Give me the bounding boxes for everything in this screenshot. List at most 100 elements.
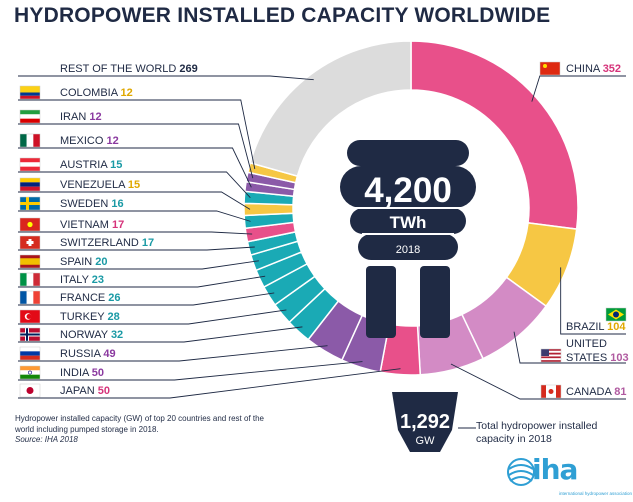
- label-canada: CANADA 81: [566, 386, 627, 398]
- label-vietnam: VIETNAM 17: [60, 219, 124, 231]
- leader-italy: [18, 275, 266, 288]
- flag-colombia-icon: [19, 85, 41, 100]
- label-united-states: UNITED STATES 103: [566, 338, 629, 364]
- footnote: Hydropower installed capacity (GW) of to…: [15, 414, 285, 446]
- label-mexico-name: MEXICO: [60, 135, 106, 147]
- leader-turkey: [18, 309, 287, 325]
- lightbulb-icon: [340, 140, 476, 452]
- label-japan-name: JAPAN: [60, 385, 98, 397]
- label-mexico-value: 12: [106, 135, 118, 147]
- leader-norway: [18, 326, 303, 343]
- label-iran-name: IRAN: [60, 111, 89, 123]
- leader-japan: [18, 368, 401, 399]
- label-brazil-value: 104: [607, 321, 626, 333]
- label-japan-value: 50: [98, 385, 110, 397]
- leader-rest-of-the-world: [18, 75, 314, 81]
- label-colombia-value: 12: [121, 87, 133, 99]
- center-year: 2018: [396, 244, 420, 256]
- label-colombia-name: COLOMBIA: [60, 87, 121, 99]
- label-italy: ITALY 23: [60, 274, 104, 286]
- label-switzerland: SWITZERLAND 17: [60, 237, 154, 249]
- label-brazil-name: BRAZIL: [566, 321, 607, 333]
- flag-norway-icon: [19, 327, 41, 342]
- page-title: HYDROPOWER INSTALLED CAPACITY WORLDWIDE: [14, 4, 551, 27]
- footnote-text: Hydropower installed capacity (GW) of to…: [15, 414, 265, 434]
- leader-united-states: [513, 331, 626, 364]
- label-brazil: BRAZIL 104: [566, 321, 626, 333]
- label-canada-name: CANADA: [566, 386, 614, 398]
- label-venezuela-value: 15: [128, 179, 140, 191]
- center-energy-value: 4,200: [364, 171, 452, 210]
- flag-switzerland-icon: [19, 235, 41, 250]
- leader-austria: [18, 171, 251, 199]
- flag-brazil-icon: [605, 307, 627, 322]
- label-china: CHINA 352: [566, 63, 621, 75]
- label-canada-value: 81: [614, 386, 626, 398]
- flag-russia-icon: [19, 346, 41, 361]
- center-energy-unit: TWh: [390, 213, 427, 232]
- label-rest-of-the-world: REST OF THE WORLD 269: [60, 63, 198, 75]
- label-venezuela-name: VENEZUELA: [60, 179, 128, 191]
- label-italy-name: ITALY: [60, 274, 92, 286]
- label-iran-value: 12: [89, 111, 101, 123]
- label-italy-value: 23: [92, 274, 104, 286]
- label-china-name: CHINA: [566, 63, 603, 75]
- label-india-value: 50: [92, 367, 104, 379]
- label-turkey-value: 28: [107, 311, 119, 323]
- flag-japan-icon: [19, 383, 41, 398]
- label-sweden-value: 16: [111, 198, 123, 210]
- leader-switzerland: [18, 246, 255, 251]
- leader-mexico: [18, 147, 252, 188]
- label-venezuela: VENEZUELA 15: [60, 179, 140, 191]
- label-india-name: INDIA: [60, 367, 92, 379]
- leader-vietnam: [18, 231, 253, 235]
- label-russia: RUSSIA 49: [60, 348, 116, 360]
- footnote-source: Source: IHA 2018: [15, 435, 78, 444]
- label-russia-value: 49: [103, 348, 115, 360]
- iha-logo: iha international hydropower association: [506, 453, 632, 499]
- label-india: INDIA 50: [60, 367, 104, 379]
- label-sweden: SWEDEN 16: [60, 198, 124, 210]
- label-vietnam-value: 17: [112, 219, 124, 231]
- flag-spain-icon: [19, 254, 41, 269]
- label-austria: AUSTRIA 15: [60, 159, 122, 171]
- total-capacity-note: Total hydropower installed capacity in 2…: [476, 420, 598, 445]
- leader-sweden: [18, 210, 251, 222]
- total-capacity-value: 1,292: [400, 411, 450, 433]
- flag-iran-icon: [19, 109, 41, 124]
- leader-colombia: [18, 99, 256, 170]
- leader-india: [18, 361, 363, 381]
- label-austria-value: 15: [110, 159, 122, 171]
- label-france-name: FRANCE: [60, 292, 108, 304]
- flag-italy-icon: [19, 272, 41, 287]
- label-norway-value: 32: [111, 329, 123, 341]
- label-turkey-name: TURKEY: [60, 311, 107, 323]
- leader-russia: [18, 345, 328, 362]
- leader-spain: [18, 260, 259, 270]
- flag-france-icon: [19, 290, 41, 305]
- globe-icon: [507, 458, 535, 486]
- flag-canada-icon: [540, 384, 562, 399]
- label-france: FRANCE 26: [60, 292, 121, 304]
- flag-sweden-icon: [19, 196, 41, 211]
- slice-rest-of-the-world: [249, 40, 412, 178]
- flag-mexico-icon: [19, 133, 41, 148]
- label-turkey: TURKEY 28: [60, 311, 120, 323]
- label-mexico: MEXICO 12: [60, 135, 119, 147]
- leader-brazil: [560, 267, 626, 335]
- leader-canada: [450, 363, 626, 400]
- label-switzerland-name: SWITZERLAND: [60, 237, 142, 249]
- label-china-value: 352: [603, 63, 621, 75]
- label-sweden-name: SWEDEN: [60, 198, 111, 210]
- leader-france: [18, 292, 275, 306]
- country-labels: CHINA 352 BRAZIL 104 UNITED STATES 103 CANAD…: [19, 61, 629, 399]
- label-france-value: 26: [108, 292, 120, 304]
- flag-china-icon: [539, 61, 561, 76]
- label-norway: NORWAY 32: [60, 329, 123, 341]
- label-russia-name: RUSSIA: [60, 348, 103, 360]
- flag-turkey-icon: [19, 309, 41, 324]
- leader-venezuela: [18, 191, 251, 210]
- label-spain: SPAIN 20: [60, 256, 108, 268]
- label-switzerland-value: 17: [142, 237, 154, 249]
